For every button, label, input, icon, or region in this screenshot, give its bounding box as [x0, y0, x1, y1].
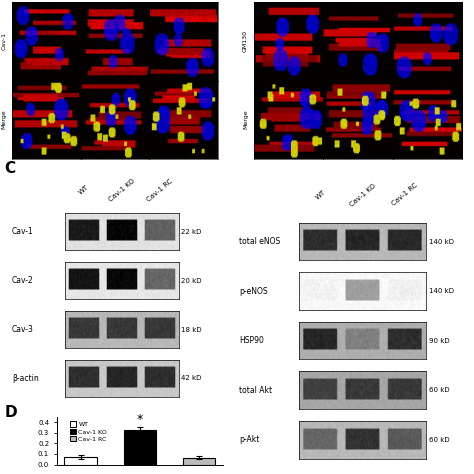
Text: Cav-1: Cav-1	[1, 33, 6, 50]
Bar	[64, 456, 97, 465]
Text: Merge: Merge	[243, 110, 248, 129]
Text: p-Akt: p-Akt	[239, 435, 260, 444]
Bar	[182, 458, 215, 465]
Text: *: *	[137, 413, 143, 426]
Text: Cav-1 KO: Cav-1 KO	[349, 182, 377, 208]
Text: WT: WT	[78, 184, 91, 196]
Text: 140 kD: 140 kD	[428, 288, 454, 294]
Text: β-actin: β-actin	[12, 374, 38, 383]
Text: Cav-3: Cav-3	[12, 325, 34, 334]
Text: C: C	[5, 161, 16, 176]
Text: HSP90: HSP90	[239, 336, 264, 345]
Text: 18 kD: 18 kD	[181, 327, 202, 333]
Text: Cav-1 KO: Cav-1 KO	[108, 178, 136, 203]
Text: 20 kD: 20 kD	[181, 278, 201, 284]
Text: WT: WT	[314, 189, 327, 201]
Text: GM130: GM130	[243, 30, 248, 53]
Text: total Akt: total Akt	[239, 386, 273, 395]
Bar	[124, 430, 156, 465]
Text: Cav-2: Cav-2	[12, 276, 34, 285]
Text: Cav-1 RC: Cav-1 RC	[391, 182, 419, 207]
Text: 60 kD: 60 kD	[428, 437, 449, 443]
Text: 42 kD: 42 kD	[181, 375, 201, 382]
Text: 60 kD: 60 kD	[428, 387, 449, 393]
Text: D: D	[5, 405, 18, 420]
Text: total eNOS: total eNOS	[239, 237, 281, 246]
Text: Merge: Merge	[1, 110, 6, 129]
Legend: WT, Cav-1 KO, Cav-1 RC: WT, Cav-1 KO, Cav-1 RC	[68, 420, 108, 443]
Text: Cav-1 RC: Cav-1 RC	[146, 178, 174, 202]
Text: Cav-1: Cav-1	[12, 228, 34, 237]
Text: 22 kD: 22 kD	[181, 229, 201, 235]
Text: 90 kD: 90 kD	[428, 337, 449, 344]
Text: p-eNOS: p-eNOS	[239, 287, 268, 296]
Text: 140 kD: 140 kD	[428, 238, 454, 245]
